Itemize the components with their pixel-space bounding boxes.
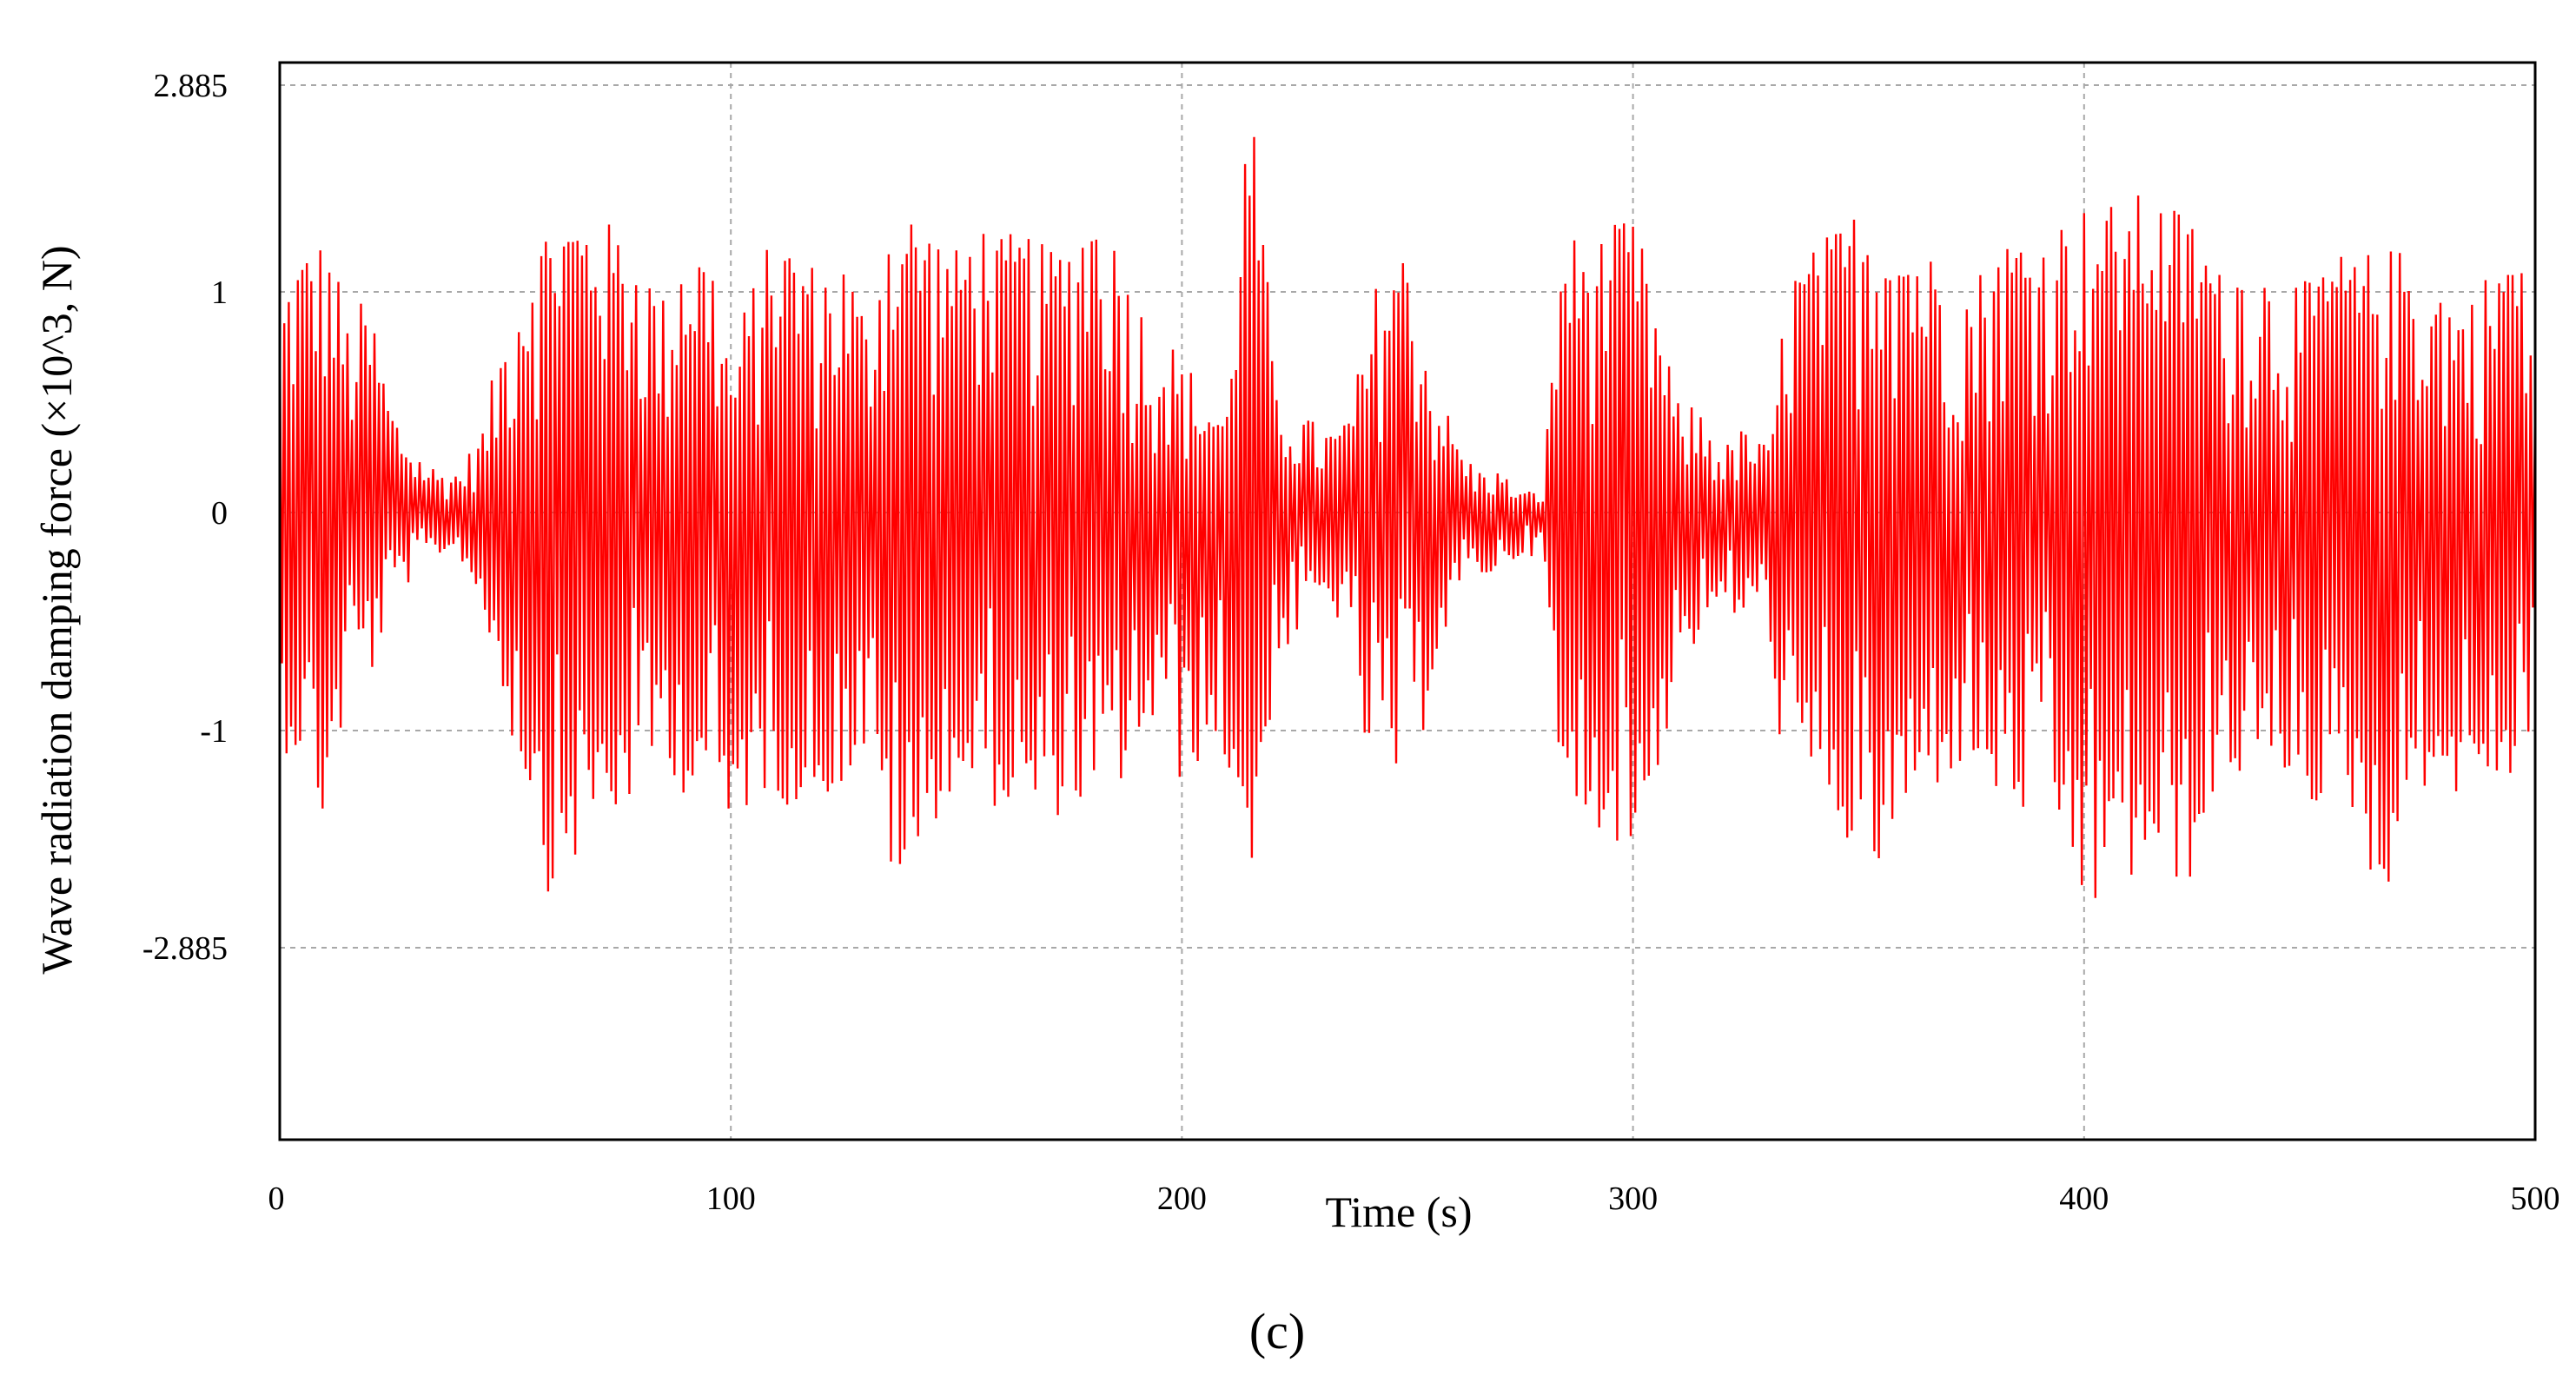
y-axis-title: Wave radiation damping force (×10^3, N) — [32, 245, 81, 974]
x-axis: 0 100 200 300 400 500 — [268, 1181, 2560, 1217]
y-tick-label: 1 — [211, 274, 228, 311]
x-tick-label: 500 — [2511, 1181, 2560, 1217]
grid — [280, 63, 2535, 1140]
x-axis-title: Time (s) — [1325, 1187, 1472, 1236]
x-tick-label: 300 — [1608, 1181, 1658, 1217]
x-tick-label: 0 — [268, 1181, 285, 1217]
x-tick-label: 100 — [706, 1181, 756, 1217]
x-tick-label: 200 — [1157, 1181, 1207, 1217]
y-tick-label: 0 — [211, 495, 228, 532]
plot-frame — [278, 61, 2537, 1141]
figure-caption: (c) — [1249, 1303, 1305, 1359]
x-tick-label: 400 — [2059, 1181, 2109, 1217]
series-line — [278, 136, 2537, 898]
y-axis: 2.885 1 0 -1 -2.885 — [142, 68, 228, 967]
y-tick-label: 2.885 — [154, 68, 228, 104]
y-tick-label: -1 — [200, 713, 228, 750]
series-path — [278, 136, 2537, 898]
y-tick-label: -2.885 — [142, 930, 228, 967]
